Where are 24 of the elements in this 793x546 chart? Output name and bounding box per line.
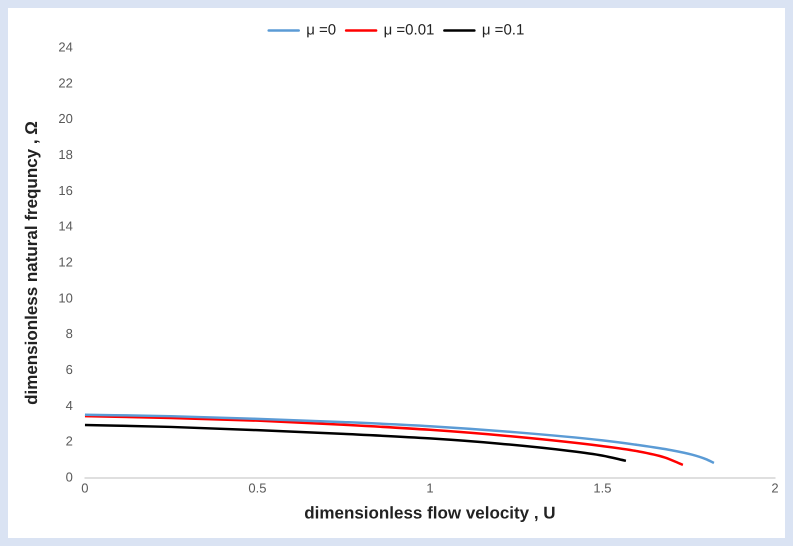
y-tick-label: 10 bbox=[58, 290, 73, 306]
y-tick-label: 8 bbox=[66, 326, 73, 342]
y-tick-label: 0 bbox=[66, 470, 73, 485]
y-tick-label: 6 bbox=[66, 362, 73, 378]
x-tick-label: 2 bbox=[771, 480, 779, 496]
y-axis-title: dimensionless natural frequncy , Ω bbox=[22, 121, 41, 405]
y-tick-label: 2 bbox=[66, 434, 73, 449]
x-tick-label: 1 bbox=[426, 480, 434, 496]
legend-label: μ =0.01 bbox=[384, 22, 434, 39]
x-axis-title: dimensionless flow velocity , U bbox=[304, 503, 556, 522]
legend-label: μ =0 bbox=[306, 22, 336, 39]
y-tick-label: 24 bbox=[58, 40, 73, 55]
y-tick-label: 4 bbox=[66, 398, 73, 413]
y-tick-label: 14 bbox=[58, 218, 73, 234]
line-series bbox=[84, 424, 628, 462]
y-tick-label: 20 bbox=[58, 111, 73, 126]
y-tick-label: 16 bbox=[58, 182, 73, 198]
y-tick-label: 18 bbox=[58, 147, 73, 162]
x-tick-label: 1.5 bbox=[593, 480, 612, 496]
legend-label: μ =0.1 bbox=[482, 22, 524, 39]
x-tick-label: 0 bbox=[81, 480, 88, 496]
y-tick-label: 22 bbox=[58, 75, 73, 90]
x-tick-label: 0.5 bbox=[248, 480, 266, 496]
y-tick-label: 12 bbox=[58, 254, 73, 270]
